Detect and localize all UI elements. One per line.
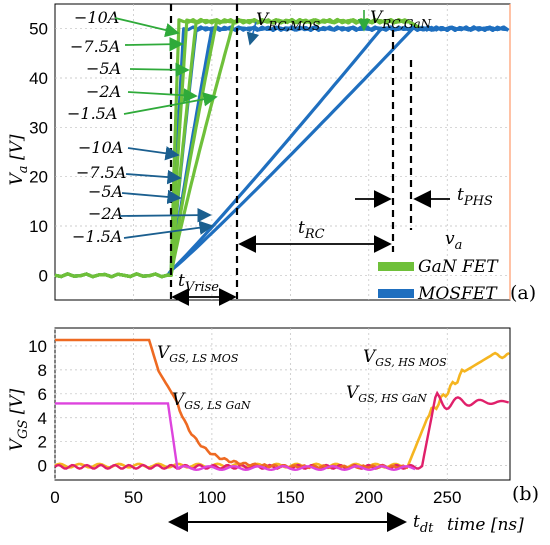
legend-title: va (445, 229, 462, 253)
xtick-b-label: 200 (355, 488, 383, 507)
legend-mos-swatch (378, 289, 414, 298)
vrc-mos-label: VRC,MOS (256, 10, 320, 33)
ytick-a-label: 0 (39, 266, 48, 285)
panel-a-label: (a) (510, 282, 536, 304)
ytick-b-label: 4 (38, 409, 47, 428)
legend-mos-label: MOSFET (417, 284, 498, 304)
xtick-b-label: 100 (198, 488, 226, 507)
vrc-mos-arrow (246, 21, 260, 46)
blue-label-10a: −10A (78, 138, 123, 157)
ytick-b-label: 8 (38, 361, 47, 380)
vrc-gan-label: VRC,GaN (370, 8, 432, 31)
ytick-a-label: 10 (29, 217, 48, 236)
blue-arrows (119, 146, 214, 239)
trc-label: tRC (298, 218, 325, 242)
green-current-labels: −10A −7.5A −5A −2A −1.5A (67, 8, 121, 123)
ytick-b-label: 0 (38, 457, 47, 476)
green-label-1-5a: −1.5A (67, 104, 117, 123)
blue-current-labels: −10A −7.5A −5A −2A −1.5A (72, 138, 126, 246)
blue-label-5a: −5A (88, 182, 123, 201)
yticks-a: 0 10 20 30 40 50 (29, 20, 48, 286)
legend-gan-label: GaN FET (418, 257, 499, 277)
ylabel-b: VGS [V] (7, 388, 31, 451)
green-label-2a: −2A (86, 82, 121, 101)
ytick-a-label: 40 (29, 69, 48, 88)
curves-b (54, 338, 510, 472)
xtick-b-label: 150 (276, 488, 304, 507)
panel-a: 0 10 20 30 40 50 Va [V] −10A −7.5A −5A −2A −1… (7, 3, 536, 306)
blue-label-2a: −2A (88, 204, 123, 223)
mosfet-plateau (407, 25, 508, 32)
xlabel-b: time [ns] (447, 515, 524, 535)
ytick-b-label: 2 (38, 433, 47, 452)
green-arrows (114, 17, 218, 115)
green-label-7-5a: −7.5A (70, 37, 120, 56)
ytick-a-label: 30 (29, 118, 48, 137)
vgs-hs-mos-curve (54, 351, 510, 469)
lsgan-label: VGS, LS GaN (172, 390, 251, 412)
lsmos-label: VGS, LS MOS (157, 343, 239, 365)
panel-b-label: (b) (512, 483, 539, 505)
xtick-b-label: 250 (433, 488, 461, 507)
xtick-b-label: 0 (50, 488, 59, 507)
green-label-5a: −5A (86, 59, 121, 78)
ylabel-a: Va [V] (7, 134, 31, 185)
tphs-label: tPHS (457, 185, 493, 209)
green-label-10a: −10A (74, 8, 119, 27)
hsgan-label: VGS, HS GaN (346, 383, 427, 405)
ytick-b-label: 6 (38, 385, 47, 404)
gan-curve--1.5A (54, 17, 422, 279)
legend-gan-swatch (378, 262, 414, 271)
vgs-ls-gan-curve (55, 402, 416, 472)
ytick-b-label: 10 (28, 337, 47, 356)
tdt-label: tdt (413, 512, 434, 536)
xtick-b-label: 50 (124, 488, 143, 507)
ytick-a-label: 50 (29, 20, 48, 39)
blue-label-1-5a: −1.5A (72, 227, 122, 246)
blue-label-7-5a: −7.5A (76, 163, 126, 182)
curves-a (54, 17, 510, 279)
tvrise-label: tVrise (178, 271, 219, 295)
ytick-a-label: 20 (29, 168, 48, 187)
hsmos-label: VGS, HS MOS (363, 347, 447, 369)
